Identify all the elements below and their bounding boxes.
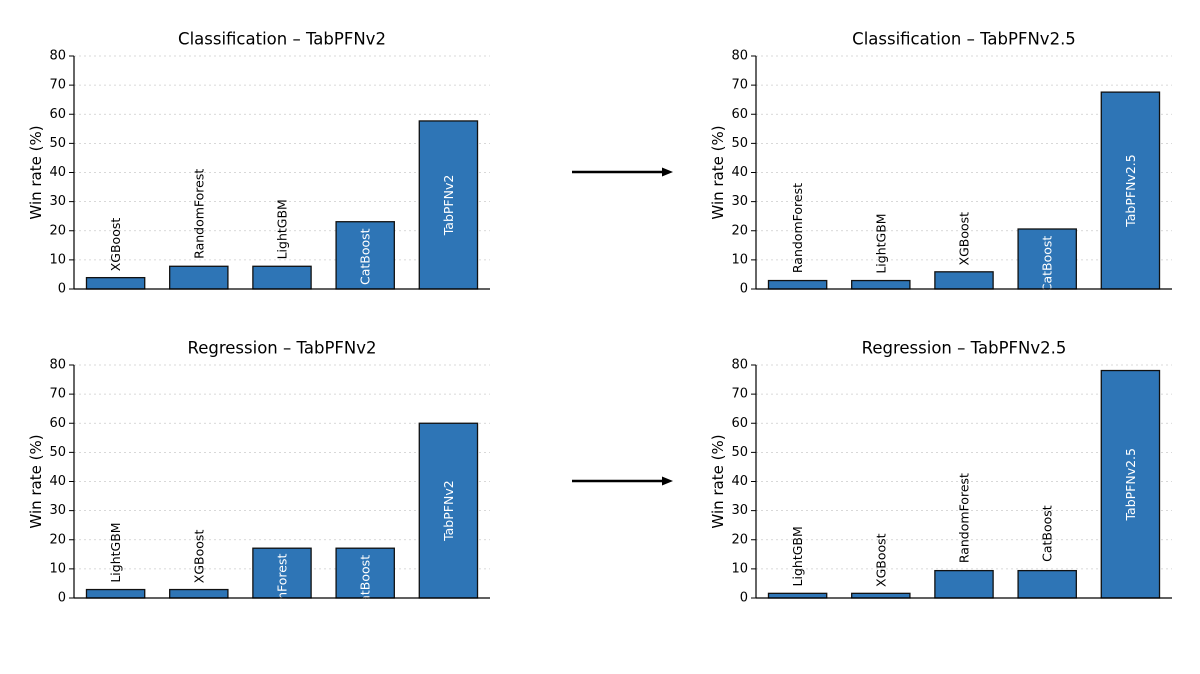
y-tick-label: 50 bbox=[49, 136, 66, 151]
y-tick-label: 80 bbox=[49, 358, 66, 373]
bar-randomforest bbox=[934, 569, 994, 599]
arrow-head bbox=[662, 476, 673, 486]
y-tick-label: 20 bbox=[731, 532, 748, 547]
chart-title: Regression – TabPFNv2 bbox=[188, 339, 377, 358]
chart-classification-tabpfnv25: RandomForest LightGBM XGBoost CatBoost TabPF… bbox=[702, 22, 1182, 312]
y-tick-label: 0 bbox=[740, 282, 748, 297]
chart-title: Classification – TabPFNv2.5 bbox=[852, 30, 1076, 49]
y-tick-label: 40 bbox=[731, 474, 748, 489]
bar-xgboost bbox=[851, 592, 911, 599]
bar-xgboost bbox=[85, 276, 146, 290]
chart-regression-tabpfnv25: LightGBM XGBoost RandomForest CatBoost TabPF… bbox=[702, 331, 1182, 621]
y-tick-label: 60 bbox=[731, 416, 748, 431]
y-tick-label: 20 bbox=[49, 532, 66, 547]
y-axis-label: Win rate (%) bbox=[709, 125, 727, 219]
bar-label-lightgbm: LightGBM bbox=[275, 199, 290, 259]
bar-randomforest bbox=[252, 547, 312, 599]
bar-label-catboost: CatBoost bbox=[1040, 505, 1055, 562]
y-tick-label: 30 bbox=[731, 503, 748, 518]
y-tick-label: 80 bbox=[49, 49, 66, 64]
y-tick-label: 30 bbox=[49, 194, 66, 209]
y-tick-label: 0 bbox=[58, 591, 66, 606]
bar-label-xgboost: XGBoost bbox=[957, 212, 972, 266]
bar-label-xgboost: XGBoost bbox=[873, 533, 888, 587]
y-tick-label: 30 bbox=[49, 503, 66, 518]
transition-arrow-top bbox=[572, 167, 673, 177]
bar-label-tabpfnv2-5: TabPFNv2.5 bbox=[1123, 154, 1138, 228]
bar-label-randomforest: RandomForest bbox=[957, 473, 972, 563]
bar-lightgbm bbox=[85, 588, 146, 599]
transition-arrow-bottom bbox=[572, 476, 673, 486]
bar-xgboost bbox=[169, 588, 229, 599]
y-tick-label: 50 bbox=[731, 445, 748, 460]
chart-svg: LightGBM XGBoost RandomForest CatBoost TabPF… bbox=[27, 339, 490, 644]
y-tick-label: 70 bbox=[49, 387, 66, 402]
bar-label-randomforest: RandomForest bbox=[275, 554, 290, 644]
chart-title: Regression – TabPFNv2.5 bbox=[862, 339, 1067, 358]
y-axis-label: Win rate (%) bbox=[709, 434, 727, 528]
chart-title: Classification – TabPFNv2 bbox=[178, 30, 386, 49]
y-tick-label: 10 bbox=[731, 252, 748, 267]
bar-catboost bbox=[1017, 228, 1077, 290]
y-tick-label: 30 bbox=[731, 194, 748, 209]
y-tick-label: 40 bbox=[731, 165, 748, 180]
y-tick-label: 60 bbox=[731, 107, 748, 122]
y-tick-label: 20 bbox=[731, 223, 748, 238]
bar-tabpfnv2-5 bbox=[1100, 369, 1161, 599]
y-tick-label: 50 bbox=[731, 136, 748, 151]
bar-label-lightgbm: LightGBM bbox=[108, 522, 123, 582]
y-tick-label: 70 bbox=[49, 78, 66, 93]
chart-svg: LightGBM XGBoost RandomForest CatBoost TabPF… bbox=[709, 339, 1172, 606]
bar-xgboost bbox=[934, 271, 994, 290]
y-tick-label: 0 bbox=[740, 591, 748, 606]
chart-regression-tabpfnv2: LightGBM XGBoost RandomForest CatBoost TabPF… bbox=[20, 331, 500, 644]
bar-label-catboost: CatBoost bbox=[358, 228, 373, 285]
y-axis-label: Win rate (%) bbox=[27, 125, 45, 219]
y-tick-label: 80 bbox=[731, 358, 748, 373]
y-tick-label: 40 bbox=[49, 474, 66, 489]
bar-randomforest bbox=[767, 279, 828, 290]
bar-randomforest bbox=[169, 265, 229, 290]
bar-label-tabpfnv2: TabPFNv2 bbox=[441, 480, 456, 542]
bar-catboost bbox=[335, 547, 395, 599]
bar-label-xgboost: XGBoost bbox=[108, 218, 123, 272]
bar-label-lightgbm: LightGBM bbox=[790, 526, 805, 586]
y-tick-label: 0 bbox=[58, 282, 66, 297]
bar-label-randomforest: RandomForest bbox=[191, 169, 206, 259]
bar-lightgbm bbox=[851, 279, 911, 290]
bar-label-randomforest: RandomForest bbox=[790, 183, 805, 273]
bar-label-lightgbm: LightGBM bbox=[873, 213, 888, 273]
y-tick-label: 80 bbox=[731, 49, 748, 64]
y-tick-label: 10 bbox=[731, 561, 748, 576]
y-tick-label: 60 bbox=[49, 107, 66, 122]
y-tick-label: 60 bbox=[49, 416, 66, 431]
bar-catboost bbox=[335, 221, 395, 290]
bar-lightgbm bbox=[767, 592, 828, 599]
bar-catboost bbox=[1017, 569, 1077, 599]
chart-svg: RandomForest LightGBM XGBoost CatBoost TabPF… bbox=[709, 30, 1172, 297]
arrow-head bbox=[662, 167, 673, 177]
bar-lightgbm bbox=[252, 265, 312, 290]
bar-label-catboost: CatBoost bbox=[358, 555, 373, 612]
y-tick-label: 50 bbox=[49, 445, 66, 460]
y-tick-label: 10 bbox=[49, 252, 66, 267]
y-tick-label: 40 bbox=[49, 165, 66, 180]
y-tick-label: 10 bbox=[49, 561, 66, 576]
bar-label-xgboost: XGBoost bbox=[191, 530, 206, 584]
y-tick-label: 70 bbox=[731, 387, 748, 402]
bar-label-tabpfnv2: TabPFNv2 bbox=[441, 175, 456, 237]
bar-label-tabpfnv2-5: TabPFNv2.5 bbox=[1123, 448, 1138, 522]
chart-classification-tabpfnv2: XGBoost RandomForest LightGBM CatBoost TabPF… bbox=[20, 22, 500, 312]
y-axis-label: Win rate (%) bbox=[27, 434, 45, 528]
bar-label-catboost: CatBoost bbox=[1040, 236, 1055, 293]
chart-svg: XGBoost RandomForest LightGBM CatBoost TabPF… bbox=[27, 30, 490, 297]
y-tick-label: 20 bbox=[49, 223, 66, 238]
y-tick-label: 70 bbox=[731, 78, 748, 93]
